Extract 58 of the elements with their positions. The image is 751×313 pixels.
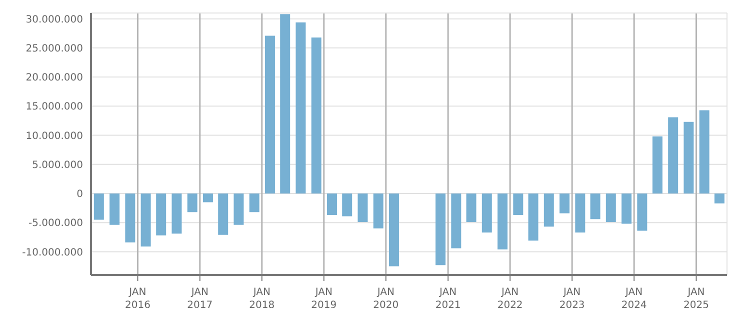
bar	[606, 193, 616, 222]
bar	[264, 36, 275, 194]
bar	[544, 193, 554, 227]
bar	[560, 193, 570, 214]
x-tick-label: JAN 2022	[497, 287, 523, 311]
bar	[296, 22, 306, 194]
bar	[622, 193, 632, 224]
bar	[575, 193, 586, 232]
bar	[714, 193, 724, 204]
bar	[172, 193, 182, 234]
bar	[513, 193, 524, 216]
bar	[699, 110, 710, 194]
bar	[110, 193, 120, 225]
y-tick-label: 10.000.000	[26, 130, 83, 142]
x-tick-label: JAN 2017	[187, 287, 213, 311]
bar	[326, 193, 337, 216]
x-tick-label: JAN 2023	[559, 287, 585, 311]
y-tick-label: 30.000.000	[26, 14, 83, 26]
y-tick-label: 15.000.000	[26, 102, 83, 113]
bar	[684, 122, 694, 194]
x-tick-label: JAN 2019	[311, 287, 337, 311]
bar	[140, 193, 151, 246]
bar	[652, 136, 662, 194]
bar	[156, 193, 166, 236]
bar	[466, 193, 476, 222]
bar	[668, 117, 678, 194]
bar	[280, 14, 290, 194]
x-tick-label: JAN 2024	[621, 287, 647, 311]
bar	[436, 193, 446, 266]
y-tick-label: -5.000.000	[28, 218, 83, 230]
y-tick-label: 20.000.000	[26, 72, 83, 84]
bar	[358, 193, 368, 222]
bar	[373, 193, 384, 228]
x-tick-label: JAN 2021	[435, 287, 461, 311]
bar	[249, 193, 260, 212]
y-tick-label: 25.000.000	[26, 43, 83, 54]
bar	[637, 193, 648, 231]
x-tick-label: JAN 2020	[373, 287, 399, 311]
bar	[498, 193, 508, 250]
bar	[342, 193, 352, 216]
bar	[451, 193, 462, 248]
bar	[125, 193, 136, 242]
bar	[590, 193, 600, 220]
x-tick-label: JAN 2018	[249, 287, 275, 311]
y-tick-label: 0	[76, 189, 83, 200]
bar	[234, 193, 244, 225]
bar	[94, 193, 104, 220]
bar	[482, 193, 492, 232]
y-tick-label: 5.000.000	[32, 160, 83, 171]
bar	[311, 37, 322, 194]
bar	[187, 193, 198, 212]
bar	[202, 193, 213, 202]
x-tick-label: JAN 2025	[684, 287, 709, 311]
bar	[388, 193, 399, 266]
bar	[528, 193, 538, 241]
y-tick-label: -10.000.000	[22, 247, 83, 258]
x-tick-label: JAN 2016	[124, 287, 150, 311]
bar	[218, 193, 228, 235]
